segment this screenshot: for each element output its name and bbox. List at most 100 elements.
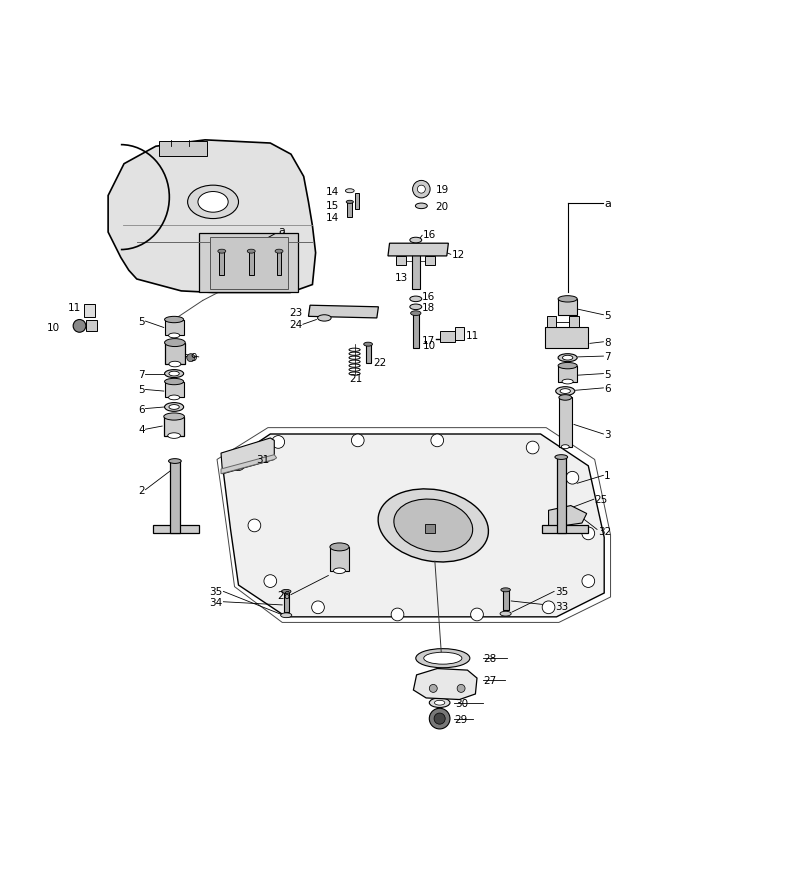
Text: 5: 5	[604, 310, 611, 321]
Text: 28: 28	[483, 653, 497, 663]
Text: 15: 15	[325, 201, 339, 211]
Text: 10: 10	[47, 322, 60, 332]
Text: 5: 5	[138, 316, 145, 327]
Text: 7: 7	[604, 352, 611, 362]
Text: 12: 12	[452, 250, 465, 260]
Bar	[284, 592, 289, 613]
Ellipse shape	[188, 186, 238, 219]
Text: 22: 22	[374, 358, 387, 368]
Ellipse shape	[416, 649, 470, 668]
Circle shape	[457, 685, 465, 693]
Text: 17: 17	[421, 335, 435, 346]
Text: 9: 9	[191, 353, 197, 362]
Bar	[347, 202, 352, 218]
Ellipse shape	[317, 315, 331, 322]
Text: 6: 6	[604, 383, 611, 394]
Bar	[569, 317, 579, 328]
Circle shape	[391, 608, 404, 621]
Text: a: a	[278, 226, 285, 236]
Text: 4: 4	[138, 425, 145, 434]
Ellipse shape	[424, 653, 462, 665]
Bar	[330, 547, 349, 571]
Ellipse shape	[558, 296, 577, 302]
Circle shape	[582, 527, 595, 541]
Ellipse shape	[434, 700, 445, 706]
Bar	[165, 343, 185, 365]
Ellipse shape	[218, 250, 226, 254]
Text: 6: 6	[138, 404, 145, 415]
Ellipse shape	[410, 305, 421, 310]
Text: 34: 34	[209, 597, 223, 607]
Ellipse shape	[169, 372, 179, 376]
Ellipse shape	[247, 250, 255, 254]
Circle shape	[431, 434, 444, 448]
Bar	[84, 305, 95, 318]
Text: 32: 32	[598, 527, 611, 536]
Circle shape	[232, 458, 245, 471]
Text: 29: 29	[455, 713, 468, 724]
Ellipse shape	[410, 296, 421, 302]
Ellipse shape	[345, 189, 355, 194]
Text: 5: 5	[138, 385, 145, 395]
Text: 20: 20	[436, 202, 449, 211]
Bar	[558, 300, 577, 315]
Polygon shape	[223, 434, 604, 617]
Circle shape	[566, 472, 579, 485]
Text: 31: 31	[256, 454, 270, 465]
Ellipse shape	[558, 363, 577, 369]
Text: 27: 27	[483, 676, 497, 686]
Ellipse shape	[562, 356, 573, 361]
Polygon shape	[413, 669, 477, 700]
Text: 1: 1	[604, 471, 611, 481]
Ellipse shape	[169, 405, 179, 410]
Ellipse shape	[165, 317, 184, 323]
Circle shape	[413, 181, 430, 199]
Polygon shape	[549, 506, 587, 528]
Bar	[425, 524, 435, 534]
Ellipse shape	[347, 201, 354, 204]
Bar	[542, 526, 588, 533]
Text: 16: 16	[421, 292, 435, 302]
Circle shape	[312, 601, 324, 614]
Ellipse shape	[169, 395, 180, 401]
Bar	[413, 314, 419, 348]
Text: 14: 14	[325, 187, 339, 196]
Text: 18: 18	[421, 302, 435, 313]
Polygon shape	[388, 244, 448, 256]
Circle shape	[248, 520, 261, 532]
Circle shape	[526, 441, 539, 454]
Bar	[355, 194, 359, 209]
Bar	[556, 457, 566, 533]
Ellipse shape	[410, 311, 421, 316]
Ellipse shape	[558, 355, 577, 362]
Ellipse shape	[169, 362, 181, 368]
Ellipse shape	[410, 238, 421, 243]
Circle shape	[417, 186, 425, 194]
Ellipse shape	[555, 455, 568, 460]
Ellipse shape	[165, 370, 184, 378]
Bar	[440, 332, 455, 342]
Ellipse shape	[169, 459, 181, 464]
Ellipse shape	[556, 388, 575, 396]
Bar	[170, 461, 180, 533]
Text: 35: 35	[209, 587, 223, 597]
Bar	[199, 234, 298, 293]
Text: 30: 30	[455, 698, 468, 708]
Text: c: c	[167, 142, 172, 150]
Ellipse shape	[560, 389, 571, 394]
Circle shape	[429, 685, 437, 693]
Text: 7: 7	[138, 369, 145, 379]
Ellipse shape	[330, 543, 349, 551]
Polygon shape	[221, 455, 277, 474]
Ellipse shape	[562, 380, 573, 384]
Bar	[159, 143, 207, 156]
Circle shape	[73, 320, 86, 333]
Text: 33: 33	[555, 601, 568, 611]
Ellipse shape	[164, 414, 184, 421]
Bar	[277, 252, 281, 275]
Circle shape	[582, 575, 595, 587]
Text: 11: 11	[466, 331, 479, 341]
Text: 11: 11	[68, 302, 81, 313]
Bar	[219, 252, 224, 275]
Ellipse shape	[416, 204, 428, 209]
